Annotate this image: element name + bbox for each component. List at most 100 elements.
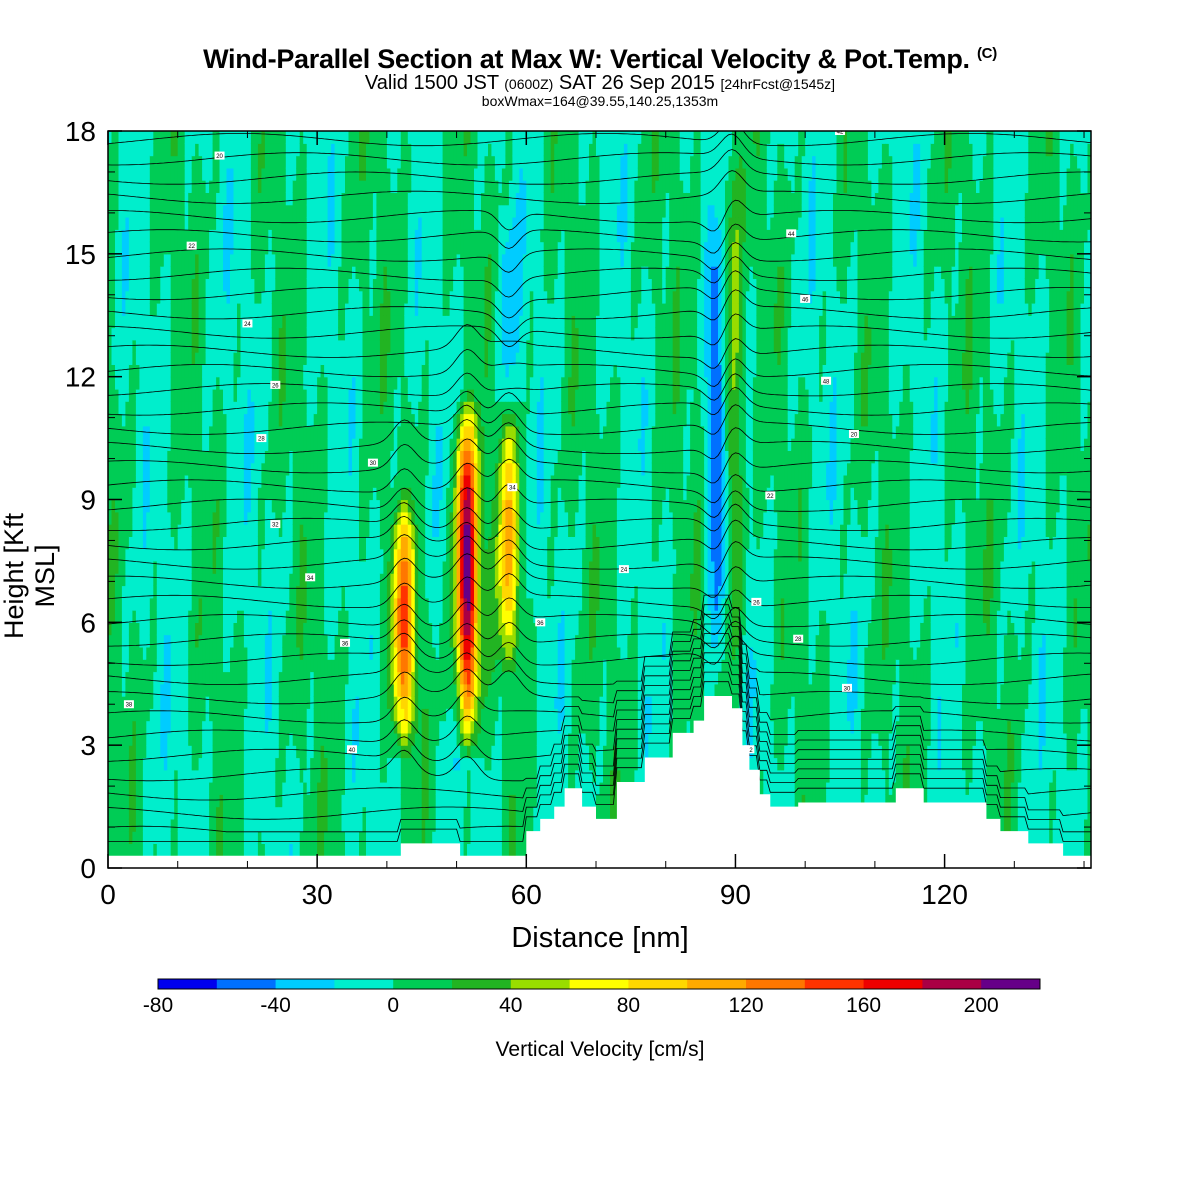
- w-cell: [348, 425, 353, 439]
- w-cell: [376, 585, 381, 599]
- w-cell: [139, 290, 144, 304]
- w-cell: [163, 315, 168, 329]
- w-cell: [299, 794, 304, 808]
- w-cell: [268, 720, 273, 734]
- w-cell: [139, 732, 144, 746]
- w-cell: [209, 499, 214, 513]
- w-cell: [250, 511, 255, 525]
- w-cell: [299, 708, 304, 722]
- w-cell: [372, 732, 377, 746]
- w-cell: [376, 524, 381, 537]
- w-cell: [108, 450, 113, 464]
- w-cell: [184, 462, 189, 476]
- w-cell: [292, 634, 297, 648]
- w-cell: [132, 450, 137, 464]
- w-cell: [310, 646, 315, 660]
- w-cell: [271, 548, 276, 562]
- w-cell: [379, 438, 384, 451]
- w-cell: [331, 339, 336, 353]
- w-cell: [334, 217, 339, 230]
- w-cell: [338, 757, 343, 771]
- w-cell: [177, 524, 182, 537]
- w-cell: [108, 401, 113, 415]
- w-cell: [121, 266, 126, 279]
- w-cell: [132, 143, 137, 157]
- w-cell: [202, 290, 207, 304]
- w-cell: [230, 646, 235, 660]
- w-cell: [324, 266, 329, 279]
- w-cell: [181, 683, 186, 697]
- w-cell: [379, 573, 384, 587]
- w-cell: [376, 831, 381, 844]
- w-cell: [306, 229, 311, 243]
- w-cell: [146, 229, 151, 243]
- w-cell: [139, 659, 144, 673]
- w-cell: [174, 659, 179, 673]
- w-cell: [191, 757, 196, 771]
- w-cell: [317, 536, 322, 550]
- w-cell: [366, 352, 371, 365]
- w-cell: [327, 388, 332, 402]
- w-cell: [223, 585, 228, 599]
- w-cell: [324, 474, 329, 488]
- w-cell: [310, 143, 315, 157]
- w-cell: [195, 499, 200, 513]
- w-cell: [247, 204, 252, 218]
- w-cell: [292, 180, 297, 193]
- w-cell: [372, 720, 377, 734]
- w-cell: [289, 204, 294, 218]
- w-cell: [230, 413, 235, 427]
- w-cell: [188, 167, 193, 181]
- w-cell: [139, 167, 144, 181]
- w-cell: [174, 266, 179, 279]
- w-cell: [393, 536, 398, 550]
- w-cell: [167, 167, 172, 181]
- w-cell: [275, 818, 280, 832]
- w-cell: [195, 708, 200, 722]
- w-cell: [327, 290, 332, 304]
- w-cell: [237, 315, 242, 329]
- w-cell: [369, 708, 374, 722]
- w-cell: [306, 204, 311, 218]
- w-cell: [198, 303, 203, 316]
- w-cell: [317, 499, 322, 513]
- w-cell: [334, 573, 339, 587]
- w-cell: [383, 462, 388, 476]
- w-cell: [268, 622, 273, 636]
- w-cell: [149, 732, 154, 746]
- w-cell: [264, 671, 269, 685]
- w-cell: [261, 217, 266, 230]
- w-cell: [313, 143, 318, 157]
- w-cell: [149, 131, 154, 144]
- w-cell: [174, 487, 179, 501]
- w-cell: [275, 217, 280, 230]
- w-cell: [306, 253, 311, 267]
- w-cell: [386, 499, 391, 513]
- w-cell: [219, 499, 224, 513]
- w-cell: [177, 204, 182, 218]
- w-cell: [202, 720, 207, 734]
- w-cell: [163, 757, 168, 771]
- w-cell: [334, 167, 339, 181]
- w-cell: [198, 585, 203, 599]
- w-cell: [115, 388, 120, 402]
- w-cell: [327, 720, 332, 734]
- w-cell: [177, 487, 182, 501]
- w-cell: [195, 192, 200, 206]
- w-cell: [338, 217, 343, 230]
- w-cell: [237, 548, 242, 562]
- w-cell: [191, 659, 196, 673]
- w-cell: [191, 597, 196, 611]
- w-cell: [289, 327, 294, 341]
- w-cell: [184, 499, 189, 513]
- w-cell: [257, 818, 262, 832]
- w-cell: [386, 327, 391, 341]
- w-cell: [362, 745, 367, 759]
- w-cell: [317, 376, 322, 390]
- w-cell: [149, 229, 154, 243]
- w-cell: [128, 192, 133, 206]
- w-cell: [268, 560, 273, 574]
- w-cell: [198, 818, 203, 832]
- w-cell: [205, 720, 210, 734]
- w-cell: [303, 671, 308, 685]
